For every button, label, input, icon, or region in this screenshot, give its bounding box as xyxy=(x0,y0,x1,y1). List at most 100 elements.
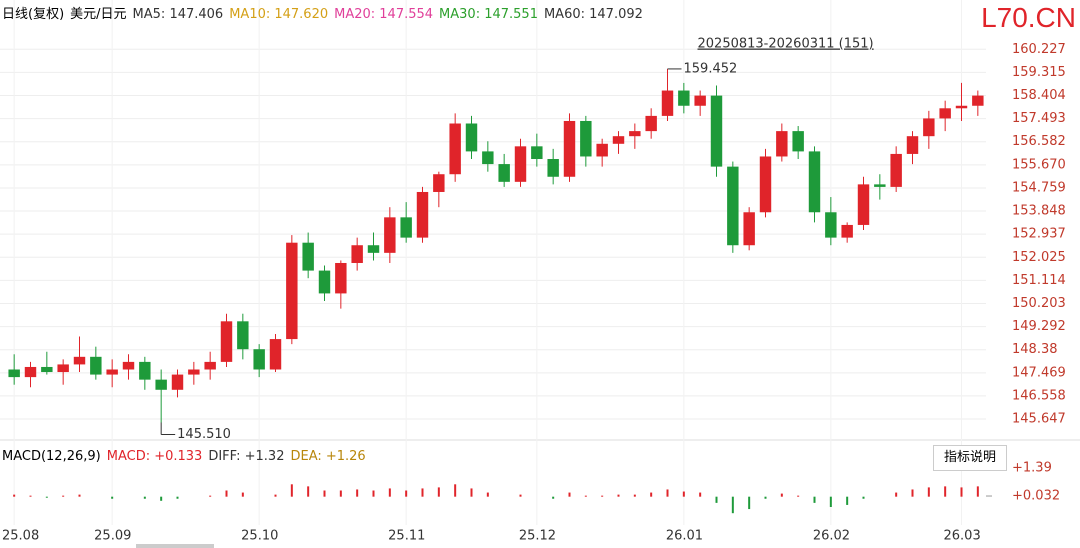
candle-body xyxy=(612,136,625,144)
y-tick-label: 158.404 xyxy=(1012,88,1066,103)
candle-body xyxy=(727,166,739,246)
candle-body xyxy=(220,321,233,362)
candle-body xyxy=(645,115,657,132)
candle-body xyxy=(939,108,951,119)
candle-body xyxy=(122,361,135,370)
candle-body xyxy=(792,131,804,152)
symbol: 美元/日元 xyxy=(70,7,127,22)
candle-body xyxy=(73,356,86,365)
candle-body xyxy=(449,123,461,175)
candle-body xyxy=(57,364,69,373)
y-tick-label: 152.937 xyxy=(1012,227,1066,242)
candle-body xyxy=(139,361,151,380)
candle-body xyxy=(8,369,20,378)
y-tick-label: 148.38 xyxy=(1012,342,1058,357)
macd-legend-item: DEA: +1.26 xyxy=(290,449,366,464)
candle-body xyxy=(563,120,576,177)
candle-body xyxy=(890,153,902,187)
y-tick-label: 153.848 xyxy=(1012,204,1066,219)
candle-body xyxy=(286,242,298,340)
candle-body xyxy=(743,212,755,246)
candle-body xyxy=(465,123,478,152)
candle-body xyxy=(188,369,200,375)
ma-legend-item: MA10: 147.620 xyxy=(229,7,329,22)
y-tick-label: 145.647 xyxy=(1012,412,1066,427)
macd-title: MACD(12,26,9) xyxy=(2,449,101,464)
candle-body xyxy=(547,159,559,177)
candle-body xyxy=(906,136,919,154)
x-tick-label: 25.10 xyxy=(241,529,278,544)
candle-body xyxy=(41,366,53,373)
ma-legend-item: MA5: 147.406 xyxy=(132,7,224,22)
candle-body xyxy=(384,217,396,253)
macd-tick-label: +1.39 xyxy=(1012,461,1052,476)
y-tick-label: 160.227 xyxy=(1012,42,1066,57)
scrollbar xyxy=(136,544,214,548)
y-tick-label: 146.558 xyxy=(1012,388,1066,403)
macd-header: MACD(12,26,9) MACD: +0.133 DIFF: +1.32 DEA:… xyxy=(2,449,378,464)
y-tick-label: 150.203 xyxy=(1012,296,1066,311)
ma-legend-item: MA20: 147.554 xyxy=(334,7,434,22)
y-tick-label: 147.469 xyxy=(1012,365,1066,380)
y-tick-label: 152.025 xyxy=(1012,250,1066,265)
candle-body xyxy=(269,339,282,370)
high-label: 159.452 xyxy=(684,61,738,76)
x-tick-label: 26.02 xyxy=(813,529,850,544)
ma-legend: MA5: 147.406 MA10: 147.620 MA20: 147.554 MA… xyxy=(133,7,649,22)
candle-body xyxy=(498,164,510,182)
candle-body xyxy=(400,217,412,238)
y-tick-label: 155.670 xyxy=(1012,157,1066,172)
range-label: 20250813-20260311 (151) xyxy=(698,37,874,52)
candle-body xyxy=(106,369,118,375)
ma-legend-item: MA60: 147.092 xyxy=(543,7,643,22)
candle-body xyxy=(694,95,706,106)
low-label: 145.510 xyxy=(177,427,231,442)
y-tick-label: 154.759 xyxy=(1012,180,1066,195)
candle-body xyxy=(318,270,331,294)
candle-body xyxy=(171,374,184,390)
indicator-button[interactable]: 指标说明 xyxy=(933,445,1007,471)
candle-body xyxy=(367,245,380,253)
x-tick-label: 26.03 xyxy=(944,529,981,544)
macd-tick-label: +0.032 xyxy=(1012,489,1060,504)
y-tick-label: 151.114 xyxy=(1012,273,1066,288)
candle-body xyxy=(776,131,788,157)
candle-body xyxy=(596,143,608,157)
candle-body xyxy=(155,379,167,390)
candle-body xyxy=(90,356,102,375)
candle-body xyxy=(923,118,935,137)
candle-body xyxy=(972,95,984,106)
candle-body xyxy=(710,95,723,167)
candle-body xyxy=(808,151,821,213)
x-tick-label: 25.08 xyxy=(2,529,39,544)
candle-body xyxy=(678,90,690,106)
candle-body xyxy=(857,184,870,225)
candle-body xyxy=(482,151,494,165)
watermark: L70.CN xyxy=(981,2,1076,33)
candle-body xyxy=(433,174,445,192)
macd-legend-item: MACD: +0.133 xyxy=(106,449,203,464)
candle-body xyxy=(629,131,641,137)
candle-body xyxy=(841,224,853,238)
x-tick-label: 26.01 xyxy=(666,529,703,544)
candle-body xyxy=(351,245,363,263)
period: 日线(复权) xyxy=(2,7,65,22)
candle-body xyxy=(302,242,314,271)
candle-body xyxy=(661,90,674,116)
y-tick-label: 149.292 xyxy=(1012,319,1066,334)
macd-legend: MACD: +0.133 DIFF: +1.32 DEA: +1.26 xyxy=(107,449,372,464)
candle-body xyxy=(825,212,837,238)
candle-body xyxy=(955,105,968,109)
ma-legend-item: MA30: 147.551 xyxy=(439,7,538,22)
candle-body xyxy=(874,184,886,187)
candle-body xyxy=(514,146,527,182)
candle-body xyxy=(237,321,249,350)
x-tick-label: 25.11 xyxy=(388,529,425,544)
y-tick-label: 156.582 xyxy=(1012,134,1066,149)
macd-legend-item: DIFF: +1.32 xyxy=(208,449,285,464)
candle-body xyxy=(580,120,592,157)
y-tick-label: 157.493 xyxy=(1012,111,1066,126)
y-tick-label: 159.315 xyxy=(1012,65,1066,80)
